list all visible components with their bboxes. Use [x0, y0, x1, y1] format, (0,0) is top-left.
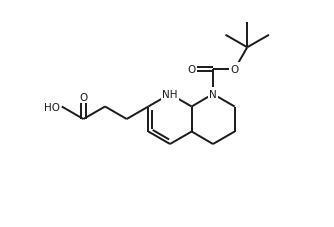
Text: HO: HO [44, 102, 60, 112]
Text: NH: NH [162, 90, 178, 100]
Text: O: O [187, 65, 195, 75]
Text: O: O [230, 65, 239, 75]
Text: N: N [209, 90, 217, 100]
Text: O: O [79, 92, 88, 102]
